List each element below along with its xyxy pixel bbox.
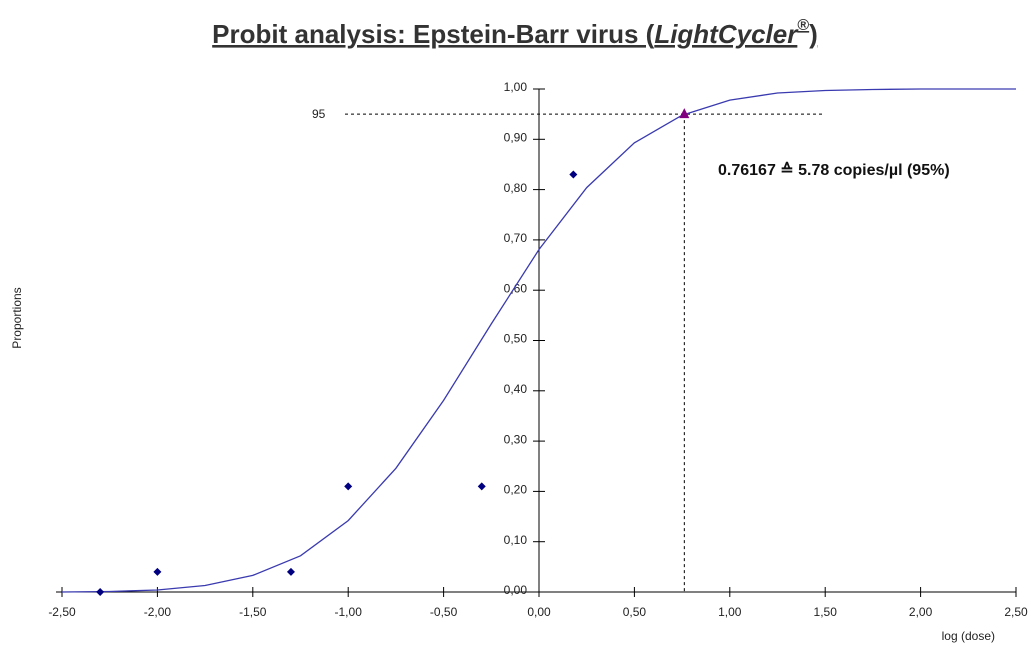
y-tick-label: 0,90 [504,130,528,144]
y-tick-label: 0,60 [504,281,528,295]
x-tick-label: 0,50 [623,605,647,619]
chart-title: Probit analysis: Epstein-Barr virus (Lig… [212,17,818,49]
y-tick-label: 0,10 [504,533,528,547]
x-tick-label: 2,50 [1004,605,1028,619]
annotation: 0.76167 ≙ 5.78 copies/µl (95%) [718,161,950,179]
data-point [344,482,353,491]
data-point [569,170,578,179]
y-tick-label: 0,20 [504,483,528,497]
y-tick-label: 0,80 [504,181,528,195]
y-tick-label: 0,30 [504,432,528,446]
data-point [477,482,486,491]
y-tick-label: 0,40 [504,382,528,396]
y-tick-label: 0,50 [504,332,528,346]
fit-curve [61,88,1016,593]
data-point [286,567,295,576]
y-tick-label: 0,70 [504,231,528,245]
y-axis-label: Proportions [10,287,24,348]
title-text: Probit analysis: Epstein-Barr virus ( [212,19,654,49]
x-tick-label: -0,50 [430,605,458,619]
x-tick-label: 1,00 [718,605,742,619]
x-tick-label: -2,50 [48,605,76,619]
title-superscript: ® [797,17,809,34]
x-tick-label: 0,00 [527,605,551,619]
y-tick-label: 0,00 [504,583,528,597]
title-italic: LightCycler [654,19,799,49]
data-point [153,567,162,576]
title-text: ) [809,19,818,49]
x-tick-label: -1,50 [239,605,267,619]
reference-label: 95 [312,107,326,121]
marker [679,108,690,119]
x-tick-label: -1,00 [335,605,363,619]
y-tick-label: 1,00 [504,80,528,94]
data-point [96,588,105,596]
x-tick-label: 2,00 [909,605,933,619]
x-axis-label: log (dose) [942,629,995,643]
x-tick-label: 1,50 [814,605,838,619]
x-tick-label: -2,00 [144,605,172,619]
